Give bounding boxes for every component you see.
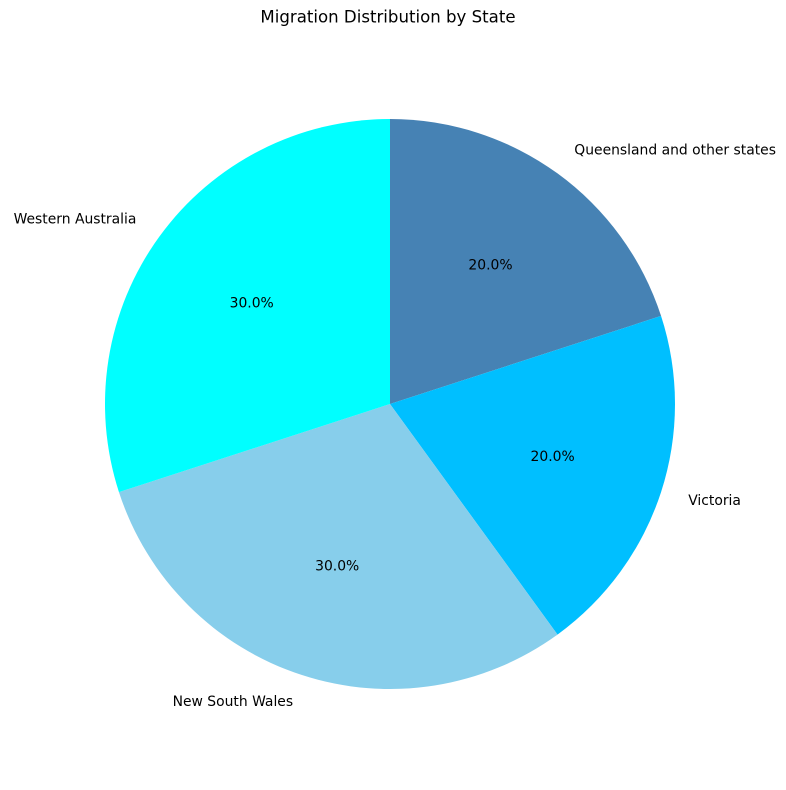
pie-slices-group: 20.0% Queensland and other states 20.0% Vic… (14, 119, 776, 710)
pie-percent-label-new-south-wales: 30.0% (315, 559, 359, 575)
pie-percent-label-victoria: 20.0% (531, 449, 575, 465)
pie-percent-label-queensland-and-other-states: 20.0% (468, 258, 512, 274)
pie-percent-label-western-australia: 30.0% (230, 296, 274, 312)
pie-name-label-western-australia: Western Australia (14, 212, 137, 228)
pie-slice-queensland-and-other-states (390, 119, 662, 404)
chart-title: Migration Distribution by State (260, 8, 515, 27)
pie-name-label-queensland-and-other-states: Queensland and other states (574, 142, 776, 158)
pie-name-label-victoria: Victoria (688, 493, 741, 509)
pie-slice-western-australia (105, 119, 390, 493)
pie-slice-victoria (390, 315, 675, 635)
pie-name-label-new-south-wales: New South Wales (173, 694, 294, 710)
pie-slice-new-south-wales (118, 404, 558, 690)
